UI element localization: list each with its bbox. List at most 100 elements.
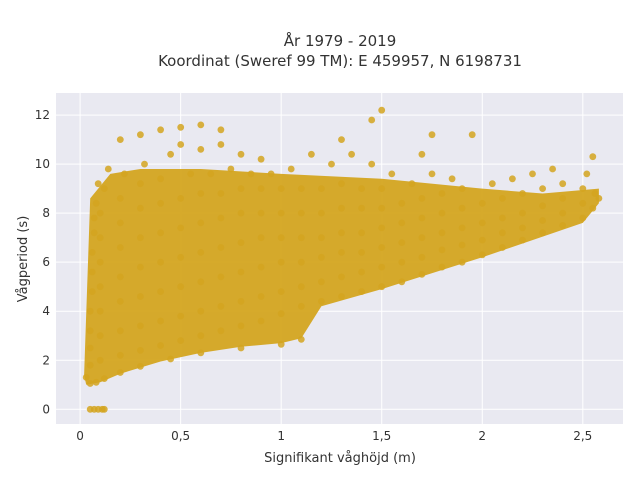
scatter-point [167,355,175,363]
scatter-point [257,185,265,193]
scatter-point [277,340,285,348]
scatter-point [88,249,96,256]
scatter-point [418,150,426,158]
scatter-point [358,204,365,212]
scatter-point [227,165,235,173]
scatter-point [177,337,185,344]
scatter-point [408,180,416,188]
scatter-point [318,185,325,193]
scatter-point [121,170,128,178]
scatter-point [539,229,546,237]
scatter-point [529,170,536,178]
scatter-point [297,234,305,242]
scatter-point [308,150,315,158]
scatter-point [257,209,265,217]
scatter-point [137,204,144,212]
scatter-point [167,150,175,158]
scatter-point [509,175,516,183]
scatter-point [237,298,245,305]
scatter-point [137,363,144,370]
scatter-point [458,258,466,266]
scatter-point [338,204,345,212]
scatter-point [297,302,305,310]
scatter-point [187,170,195,178]
scatter-point [90,214,98,222]
scatter-point [358,229,365,237]
scatter-point [96,332,104,340]
scatter-point [338,180,345,188]
scatter-point [96,283,104,291]
scatter-point [559,195,567,202]
scatter-point [519,224,526,232]
y-tick-label: 12 [35,108,50,122]
x-tick-label: 2 [478,429,486,443]
scatter-point [157,199,165,207]
scatter-point [478,199,486,207]
scatter-point [217,141,225,148]
scatter-point [378,224,386,232]
scatter-point [539,202,546,210]
scatter-point [478,219,486,227]
scatter-point [338,136,345,144]
scatter-point [197,278,205,286]
scatter-point [197,349,205,357]
scatter-point [478,236,486,244]
scatter-point [388,170,396,178]
x-tick-label: 1,5 [372,429,391,443]
scatter-point [398,239,406,247]
x-tick-label: 1 [277,429,285,443]
scatter-point [579,199,587,207]
scatter-point [137,347,144,354]
scatter-point [237,185,245,193]
scatter-point [519,236,526,244]
scatter-point [197,146,205,153]
y-tick-label: 4 [42,304,50,318]
scatter-point [137,322,144,330]
scatter-point [257,263,265,271]
scatter-point [398,258,406,266]
y-tick-labels: 0 2 4 6 8 10 12 [35,108,50,416]
scatter-point [438,190,446,197]
scatter-point [583,170,591,178]
scatter-point [297,283,305,291]
scatter-point [287,165,295,173]
scatter-point [458,185,466,193]
scatter-point [177,141,185,148]
scatter-point [82,374,90,381]
scatter-point [318,298,325,305]
scatter-point [157,175,165,183]
scatter-point [595,195,603,202]
scatter-point [297,336,305,343]
scatter-point [257,234,265,242]
scatter-point [488,180,496,188]
scatter-point [96,356,104,364]
scatter-point [157,317,165,325]
scatter-point [100,375,108,382]
scatter-point [100,405,108,413]
scatter-point [157,126,165,134]
scatter-point [358,288,365,295]
scatter-point [378,263,386,271]
scatter-point [177,312,185,320]
scatter-point [297,209,305,217]
scatter-point [86,307,94,315]
scatter-point [197,121,205,129]
y-tick-label: 10 [35,157,50,171]
scatter-point [96,307,104,315]
scatter-point [217,190,225,197]
x-tick-label: 0 [76,429,84,443]
scatter-point [177,123,185,131]
scatter-point [438,246,446,254]
scatter-point [237,344,245,352]
scatter-point [237,150,245,158]
scatter-point [104,165,112,173]
scatter-point [197,249,205,256]
scatter-point [96,209,104,217]
x-tick-label: 0,5 [171,429,190,443]
scatter-point [137,263,144,271]
scatter-point [418,253,426,261]
scatter-point [358,249,365,256]
scatter-point [368,160,376,168]
scatter-point [378,204,386,212]
scatter-point [398,199,406,207]
